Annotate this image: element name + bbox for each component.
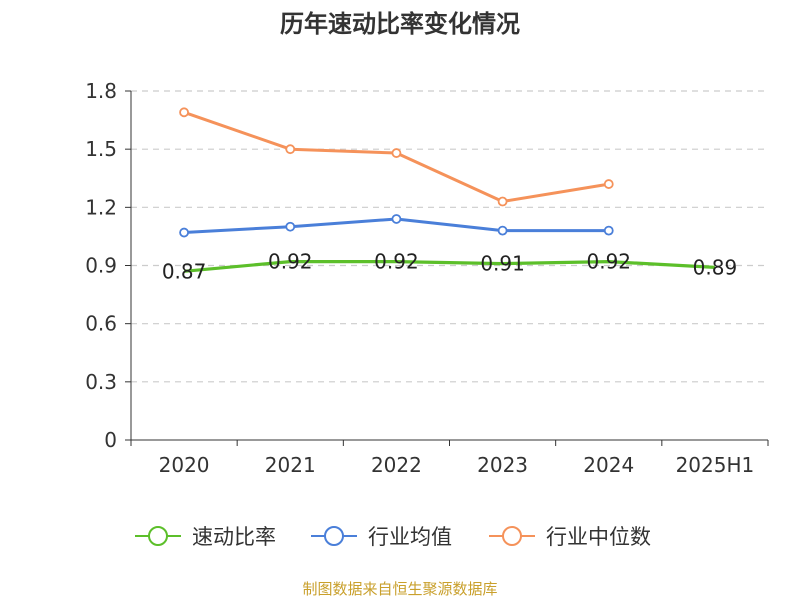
legend: 速动比率 行业均值 行业中位数 [135,525,651,549]
axes: 0 0.3 0.6 0.9 1.2 1.5 1.8 2020 2021 2022 2023 2024 2… [85,79,769,477]
y-tick-label: 1.5 [85,137,117,161]
data-point [603,225,614,236]
data-point [179,227,189,238]
data-point [179,107,189,118]
series-lines [179,107,715,273]
data-point [497,196,508,207]
data-label: 0.91 [480,252,525,276]
y-tick-label: 0.3 [85,370,117,394]
x-tick-label: 2021 [265,453,316,477]
source-footer: 制图数据来自恒生聚源数据库 [302,580,498,598]
chart-title: 历年速动比率变化情况 [280,10,520,38]
y-tick-label: 1.2 [85,195,117,219]
y-tick-label: 1.8 [85,79,117,103]
legend-label: 速动比率 [192,525,276,549]
data-point [285,144,296,155]
data-label: 0.92 [374,250,419,274]
data-point [391,148,402,158]
data-label: 0.89 [693,255,738,279]
x-tick-label: 2025H1 [676,453,755,477]
data-point [603,179,614,189]
data-labels: 0.87 0.92 0.92 0.91 0.92 0.89 [162,250,737,284]
series-line [183,260,715,273]
data-point [497,225,508,236]
data-label: 0.87 [162,259,207,283]
legend-marker [324,526,344,546]
y-tick-label: 0.6 [85,312,117,336]
x-tick-label: 2020 [159,453,210,477]
x-tick-label: 2023 [477,453,528,477]
y-tick-label: 0 [104,428,117,452]
data-label: 0.92 [268,250,313,274]
data-point [391,214,402,224]
x-tick-label: 2022 [371,453,422,477]
data-label: 0.92 [586,250,631,274]
legend-marker [502,526,522,546]
y-tick-label: 0.9 [85,254,117,278]
data-point [285,221,296,232]
gridlines [131,90,768,383]
x-tick-label: 2024 [583,453,634,477]
legend-marker [148,526,168,546]
legend-label: 行业均值 [368,525,452,549]
legend-label: 行业中位数 [546,525,651,549]
